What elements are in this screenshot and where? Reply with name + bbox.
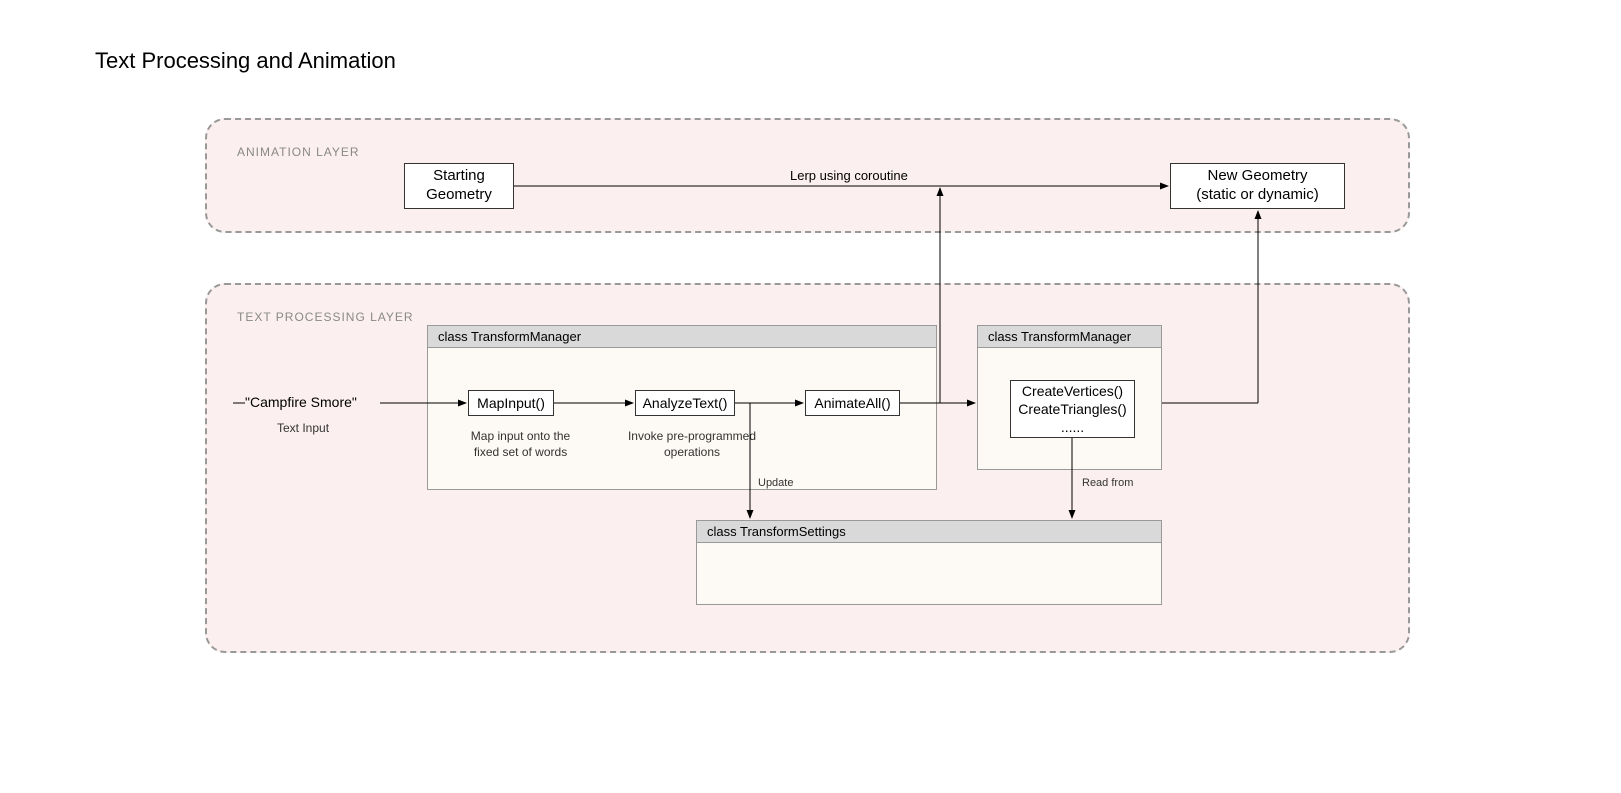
analyze-text-method: AnalyzeText(): [635, 390, 735, 416]
new-geometry-line2: (static or dynamic): [1196, 186, 1319, 205]
map-input-method: MapInput(): [468, 390, 554, 416]
starting-geometry-node: Starting Geometry: [404, 163, 514, 209]
starting-geometry-line2: Geometry: [426, 186, 492, 205]
new-geometry-line1: New Geometry: [1207, 167, 1307, 186]
class-transform-settings: class TransformSettings: [696, 520, 1162, 605]
text-input-value: "Campfire Smore": [245, 394, 357, 410]
new-geometry-node: New Geometry (static or dynamic): [1170, 163, 1345, 209]
class-ts-header: class TransformSettings: [697, 521, 1161, 543]
class-tm2-header: class TransformManager: [978, 326, 1161, 348]
update-edge-label: Update: [758, 477, 793, 489]
analyze-text-caption: Invoke pre-programmedoperations: [617, 428, 767, 460]
lerp-edge-label: Lerp using coroutine: [790, 168, 908, 183]
create-method-line: CreateVertices(): [1022, 382, 1123, 400]
text-input-caption: Text Input: [277, 420, 329, 436]
create-method-line: CreateTriangles(): [1018, 400, 1126, 418]
map-input-caption: Map input onto thefixed set of words: [453, 428, 588, 460]
map-input-label: MapInput(): [477, 394, 545, 412]
animation-layer-label: ANIMATION LAYER: [237, 145, 360, 159]
class-tm1-header: class TransformManager: [428, 326, 936, 348]
animate-all-method: AnimateAll(): [805, 390, 900, 416]
text-processing-layer-label: TEXT PROCESSING LAYER: [237, 310, 414, 324]
animate-all-label: AnimateAll(): [814, 394, 890, 412]
starting-geometry-line1: Starting: [433, 167, 485, 186]
create-methods: CreateVertices()CreateTriangles()......: [1010, 380, 1135, 438]
create-method-line: ......: [1061, 418, 1084, 436]
page-title: Text Processing and Animation: [95, 48, 396, 74]
read-from-edge-label: Read from: [1082, 477, 1133, 489]
analyze-text-label: AnalyzeText(): [643, 394, 728, 412]
